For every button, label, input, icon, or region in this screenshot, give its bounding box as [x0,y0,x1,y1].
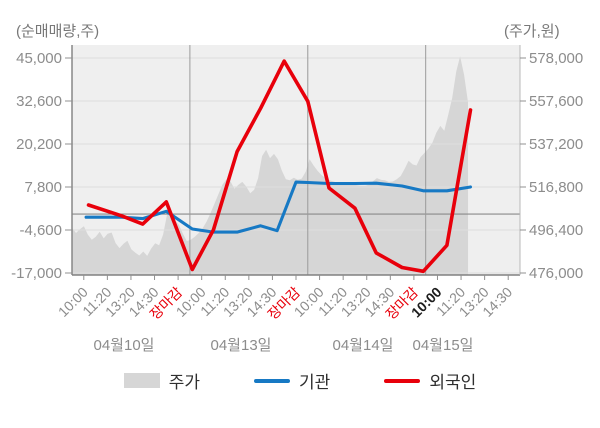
institution-line-series [84,180,473,234]
right-axis-title: (주가,원) [504,23,560,40]
x-axis-date-label: 04월14일 [333,337,394,354]
legend-label-institution: 기관 [299,373,331,392]
price-area-series [72,56,469,275]
price-area-swatch [123,373,160,388]
stock-flow-chart: 45,000 32,600 20,200 7,800 -4,600 -17,000 578,… [11,45,583,354]
left-axis-tick-label: 20,200 [16,136,62,153]
legend-label-foreigner: 외국인 [429,373,477,392]
left-axis-tick-label: -4,600 [19,222,62,239]
x-axis-date-label: 04월13일 [211,337,272,354]
left-axis-title: (순매매량,주) [16,23,100,40]
right-axis-tick-label: 516,800 [529,179,583,196]
left-axis-tick-label: -17,000 [11,265,62,282]
legend-item-foreigner: 외국인 [384,368,476,393]
institution-line-swatch [254,378,291,383]
legend-label-price: 주가 [168,373,201,392]
legend-item-price: 주가 [123,368,201,393]
foreigner-line-series [86,59,473,274]
chart-legend: 주가 기관 외국인 [0,368,600,393]
x-axis-date-label: 04월15일 [413,337,474,354]
right-axis-tick-label: 557,600 [529,93,583,110]
right-axis-tick-label: 578,000 [529,50,583,67]
right-axis-tick-label: 537,200 [529,136,583,153]
right-axis-tick-label: 476,000 [529,265,583,282]
left-axis-tick-label: 32,600 [16,93,62,110]
foreigner-line-swatch [384,378,421,383]
right-axis-tick-label: 496,400 [529,222,583,239]
left-axis-tick-label: 45,000 [16,50,62,67]
legend-item-institution: 기관 [254,368,330,393]
x-axis-date-label: 04월10일 [94,337,155,354]
left-axis-tick-label: 7,800 [24,179,62,196]
